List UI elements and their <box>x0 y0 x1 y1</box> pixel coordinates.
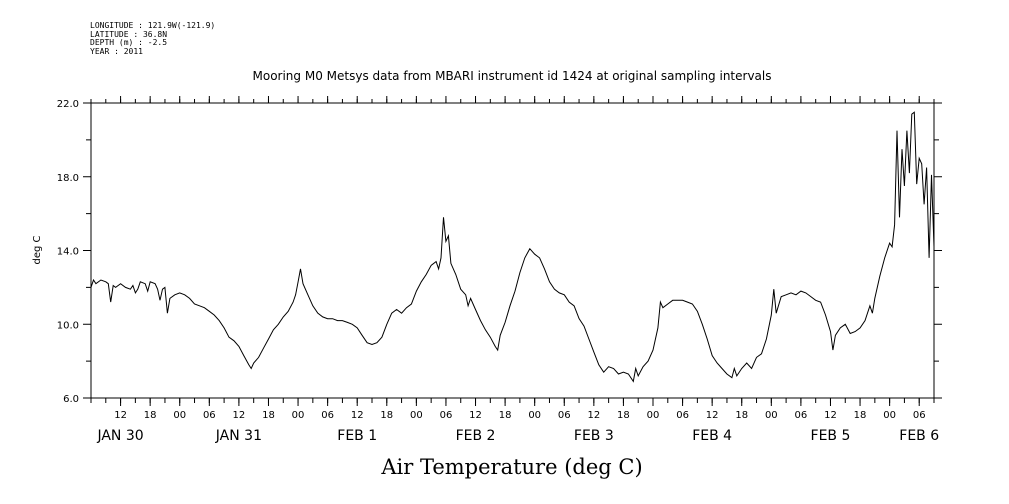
x-tick-label: 18 <box>499 410 512 421</box>
x-tick-label: 06 <box>913 410 926 421</box>
x-day-label: FEB 6 <box>899 428 939 444</box>
x-day-label: JAN 30 <box>96 428 143 444</box>
x-tick-label: 00 <box>528 410 541 421</box>
x-tick-label: 18 <box>854 410 867 421</box>
y-tick-label: 18.0 <box>57 173 79 184</box>
x-tick-label: 00 <box>765 410 778 421</box>
metadata-block: LONGITUDE : 121.9W(-121.9) LATITUDE : 36… <box>90 21 216 56</box>
x-tick-label: 18 <box>380 410 393 421</box>
x-tick-label: 12 <box>824 410 837 421</box>
tick-layer <box>83 96 942 406</box>
year-label: YEAR : 2011 <box>90 46 143 56</box>
y-tick-label: 6.0 <box>63 394 79 405</box>
x-tick-label: 06 <box>203 410 216 421</box>
x-day-label: FEB 3 <box>574 428 614 444</box>
x-tick-label: 06 <box>440 410 453 421</box>
x-tick-label: 12 <box>587 410 600 421</box>
x-tick-label: 06 <box>795 410 808 421</box>
x-tick-label: 12 <box>233 410 246 421</box>
x-tick-label: 00 <box>410 410 423 421</box>
x-tick-label: 06 <box>676 410 689 421</box>
tick-label-layer: 6.0 10.0 14.0 18.0 22.0 12 18 00 06 12 18 00 06 12 18 0… <box>57 99 939 444</box>
x-tick-label: 18 <box>144 410 157 421</box>
plot-frame <box>90 102 935 399</box>
x-tick-label: 12 <box>114 410 127 421</box>
latitude-label: LATITUDE : 36.8N <box>90 29 168 39</box>
x-tick-label: 18 <box>617 410 630 421</box>
longitude-label: LONGITUDE : 121.9W(-121.9) <box>90 21 216 30</box>
y-tick-label: 22.0 <box>57 99 79 110</box>
x-day-label: FEB 1 <box>337 428 377 444</box>
x-tick-label: 12 <box>706 410 719 421</box>
x-tick-label: 00 <box>883 410 896 421</box>
depth-label: DEPTH (m) : -2.5 <box>90 38 168 47</box>
chart-title: Mooring M0 Metsys data from MBARI instru… <box>253 69 772 83</box>
x-axis-label: Air Temperature (deg C) <box>380 455 642 479</box>
y-axis-label: deg C <box>32 235 43 264</box>
x-day-label: JAN 31 <box>215 428 262 444</box>
x-day-label: FEB 2 <box>456 428 496 444</box>
x-tick-label: 06 <box>558 410 571 421</box>
x-tick-label: 18 <box>262 410 275 421</box>
x-tick-label: 00 <box>647 410 660 421</box>
series-line <box>90 111 935 383</box>
x-tick-label: 12 <box>469 410 482 421</box>
x-tick-label: 18 <box>735 410 748 421</box>
x-day-label: FEB 5 <box>811 428 851 444</box>
x-tick-label: 06 <box>321 410 334 421</box>
y-tick-label: 10.0 <box>57 320 79 331</box>
x-tick-label: 00 <box>173 410 186 421</box>
x-tick-label: 00 <box>292 410 305 421</box>
x-tick-label: 12 <box>351 410 364 421</box>
y-tick-label: 14.0 <box>57 247 79 258</box>
x-day-label: FEB 4 <box>692 428 732 444</box>
